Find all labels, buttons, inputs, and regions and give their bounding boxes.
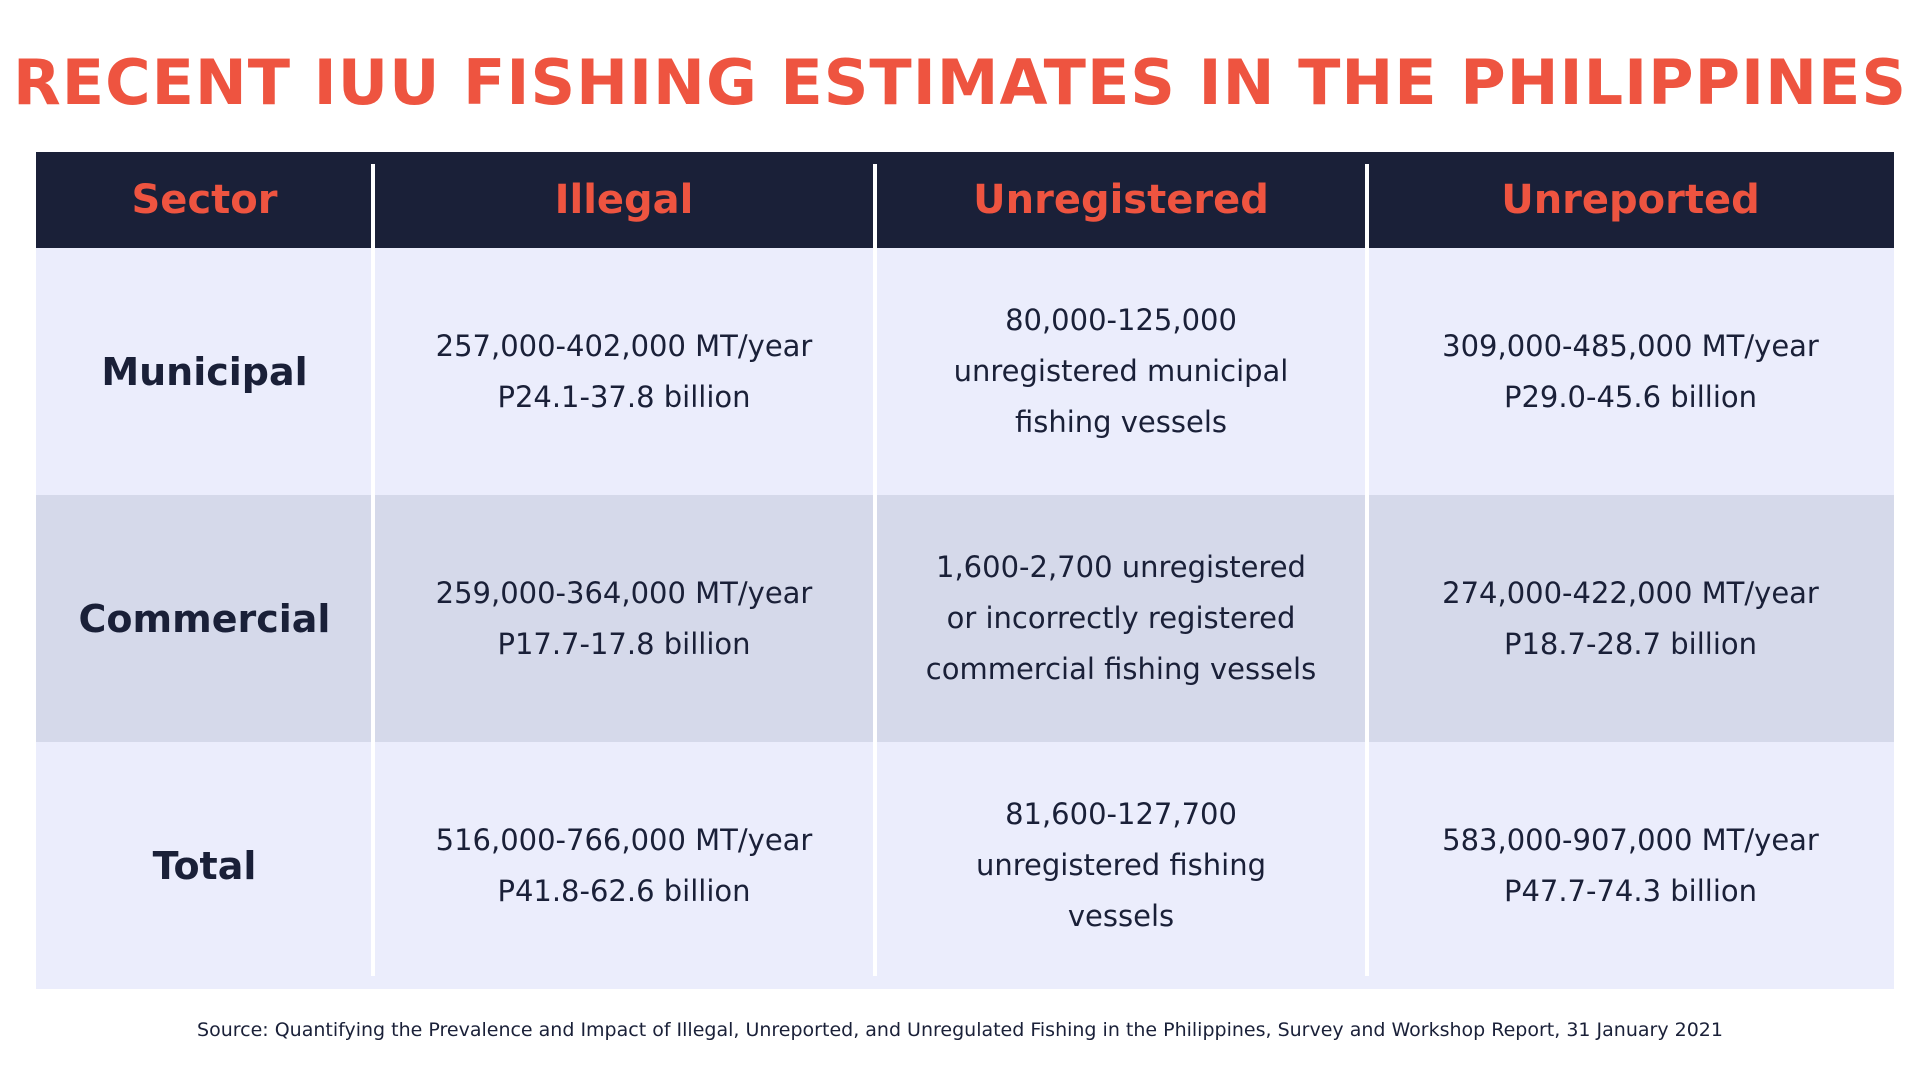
unregistered-cell: 81,600-127,700 unregistered fishing vess… [875,742,1367,989]
unreported-value-pesos: P47.7-74.3 billion [1503,873,1758,908]
unreported-volume: 583,000-907,000 MT/year [1442,822,1819,857]
unregistered-value: 1,600-2,700 unregistered or incorrectly … [926,542,1316,695]
unreported-value-pesos: P18.7-28.7 billion [1503,626,1758,661]
header-cell-sector: Sector [36,152,373,248]
header-label-unregistered: Unregistered [973,177,1269,223]
illegal-volume: 259,000-364,000 MT/year [435,575,813,610]
illegal-value: 257,000-402,000 MT/year P24.1-37.8 billi… [436,321,813,423]
sector-cell: Commercial [36,495,373,742]
unregistered-value: 81,600-127,700 unregistered fishing vess… [976,789,1266,942]
column-divider [1365,164,1369,976]
sector-label: Municipal [101,349,308,394]
unregistered-line: unregistered municipal [953,354,1289,388]
table-row-total: Total 516,000-766,000 MT/year P41.8-62.6… [36,742,1894,989]
sector-label: Commercial [78,596,331,641]
table-row-commercial: Commercial 259,000-364,000 MT/year P17.7… [36,495,1894,742]
header-cell-unregistered: Unregistered [875,152,1367,248]
unregistered-cell: 80,000-125,000 unregistered municipal fi… [875,248,1367,495]
unregistered-cell: 1,600-2,700 unregistered or incorrectly … [875,495,1367,742]
unregistered-line: 81,600-127,700 [1005,797,1237,831]
header-cell-unreported: Unreported [1367,152,1894,248]
estimates-table: Sector Illegal Unregistered Unreported M… [36,152,1894,990]
source-note: Source: Quantifying the Prevalence and I… [197,1019,1723,1041]
header-cell-illegal: Illegal [373,152,875,248]
sector-label: Total [152,843,257,888]
unreported-volume: 309,000-485,000 MT/year [1442,328,1819,363]
illegal-value-pesos: P17.7-17.8 billion [497,626,751,661]
unregistered-line: 80,000-125,000 [1005,303,1237,337]
illegal-value: 516,000-766,000 MT/year P41.8-62.6 billi… [436,815,813,917]
unregistered-line: 1,600-2,700 unregistered [936,550,1306,584]
unregistered-line: commercial fishing vessels [925,652,1317,686]
unreported-cell: 309,000-485,000 MT/year P29.0-45.6 billi… [1367,248,1894,495]
column-divider [371,164,375,976]
illegal-volume: 257,000-402,000 MT/year [435,328,813,363]
sector-cell: Municipal [36,248,373,495]
illegal-value: 259,000-364,000 MT/year P17.7-17.8 billi… [436,568,813,670]
illegal-value-pesos: P41.8-62.6 billion [497,873,751,908]
illegal-value-pesos: P24.1-37.8 billion [497,379,751,414]
table-header-row: Sector Illegal Unregistered Unreported [36,152,1894,248]
unreported-value: 309,000-485,000 MT/year P29.0-45.6 billi… [1442,321,1819,423]
column-divider [873,164,877,976]
unregistered-line: unregistered fishing [975,848,1267,882]
illegal-cell: 259,000-364,000 MT/year P17.7-17.8 billi… [373,495,875,742]
header-label-sector: Sector [131,177,278,223]
unreported-value: 274,000-422,000 MT/year P18.7-28.7 billi… [1442,568,1819,670]
table-row-municipal: Municipal 257,000-402,000 MT/year P24.1-… [36,248,1894,495]
illegal-cell: 516,000-766,000 MT/year P41.8-62.6 billi… [373,742,875,989]
page-title: RECENT IUU FISHING ESTIMATES IN THE PHIL… [12,46,1908,119]
header-label-unreported: Unreported [1501,177,1760,223]
illegal-cell: 257,000-402,000 MT/year P24.1-37.8 billi… [373,248,875,495]
unregistered-value: 80,000-125,000 unregistered municipal fi… [954,295,1289,448]
illegal-volume: 516,000-766,000 MT/year [435,822,813,857]
unreported-volume: 274,000-422,000 MT/year [1442,575,1819,610]
unreported-cell: 274,000-422,000 MT/year P18.7-28.7 billi… [1367,495,1894,742]
unregistered-line: fishing vessels [1014,405,1228,439]
header-label-illegal: Illegal [554,177,694,223]
unregistered-line: vessels [1067,899,1175,933]
unreported-value: 583,000-907,000 MT/year P47.7-74.3 billi… [1442,815,1819,917]
unreported-cell: 583,000-907,000 MT/year P47.7-74.3 billi… [1367,742,1894,989]
unregistered-line: or incorrectly registered [946,601,1296,635]
sector-cell: Total [36,742,373,989]
unreported-value-pesos: P29.0-45.6 billion [1503,379,1758,414]
